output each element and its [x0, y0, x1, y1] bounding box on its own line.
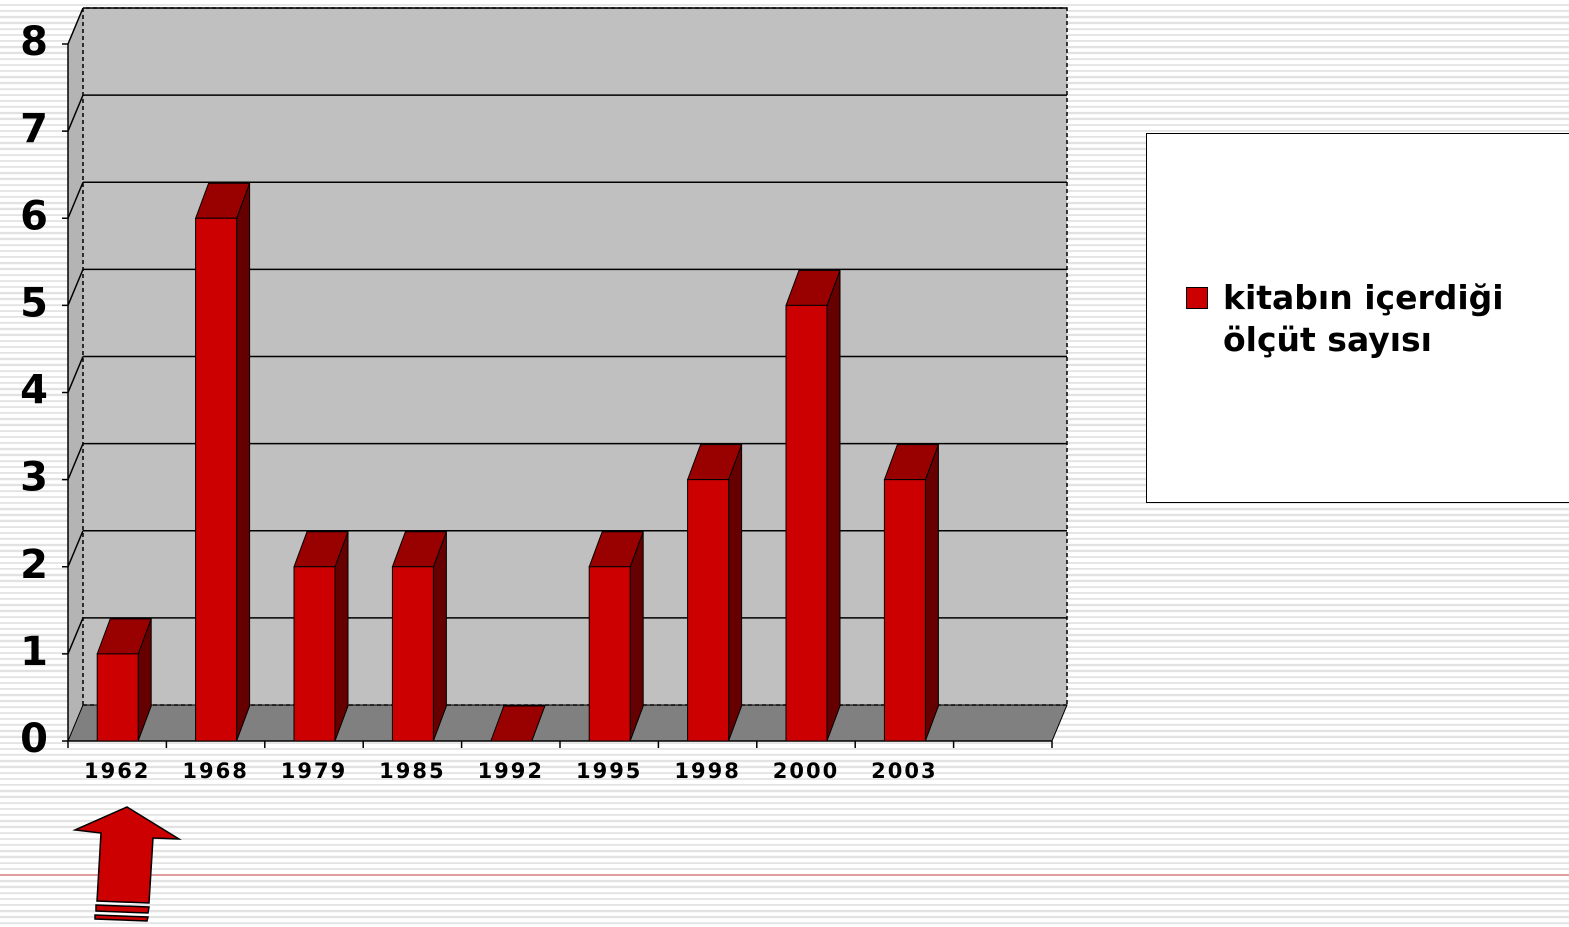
y-tick-label: 5: [20, 280, 48, 326]
x-tick-label: 2003: [871, 759, 937, 783]
bar-side: [334, 531, 349, 742]
x-tick-label: 1962: [84, 759, 150, 783]
legend: kitabın içerdiği ölçüt sayısı: [1146, 133, 1569, 503]
grid-line-side: [67, 7, 84, 45]
bar-side: [826, 270, 841, 742]
y-tick-label: 2: [20, 542, 48, 588]
grid-line-side: [67, 269, 84, 306]
arrow: [72, 806, 182, 922]
bar-front: [687, 479, 730, 742]
bar-top: [490, 705, 546, 742]
x-tick-label: 1992: [478, 759, 544, 783]
y-tick-label: 8: [20, 19, 48, 65]
bar-side: [236, 183, 251, 742]
bar-front: [293, 566, 336, 742]
y-tick-label: 7: [20, 106, 48, 152]
legend-swatch: [1186, 287, 1208, 309]
x-tick-label: 1998: [674, 759, 740, 783]
x-tick-label: 1979: [281, 759, 347, 783]
y-tick-label: 6: [20, 193, 48, 239]
x-tick-label: 1968: [182, 759, 248, 783]
grid-line-side: [67, 617, 84, 655]
bar: [883, 444, 940, 742]
x-tick-label: 2000: [773, 759, 839, 783]
grid-line-side: [67, 356, 84, 393]
bar: [490, 705, 546, 742]
bar: [686, 444, 743, 742]
grid-line-side: [67, 181, 84, 219]
y-tick-label: 3: [20, 455, 48, 501]
bar: [96, 618, 152, 742]
grid-line-side: [67, 530, 84, 568]
bar-front: [883, 479, 926, 742]
legend-label: kitabın içerdiği ölçüt sayısı: [1223, 278, 1504, 359]
bar: [588, 531, 644, 742]
grid-line-side: [67, 94, 84, 132]
bar-front: [195, 217, 238, 742]
y-tick-label: 1: [20, 629, 48, 675]
bar: [391, 531, 448, 742]
y-tick-label: 4: [20, 368, 48, 414]
bar-front: [785, 304, 828, 742]
bar-front: [588, 566, 631, 742]
bar-side: [924, 444, 939, 742]
bar-front: [391, 566, 434, 742]
bar-side: [629, 531, 644, 742]
bar-side: [728, 444, 743, 742]
rule-line: [0, 874, 1569, 876]
x-tick-label: 1995: [576, 759, 642, 783]
bar: [785, 269, 841, 742]
bar: [194, 182, 251, 742]
y-tick-label: 0: [20, 716, 48, 762]
bar-front: [96, 653, 139, 742]
bar: [293, 531, 349, 742]
bar-side: [432, 531, 447, 742]
grid-line-side: [67, 443, 84, 480]
x-tick-label: 1985: [379, 759, 445, 783]
